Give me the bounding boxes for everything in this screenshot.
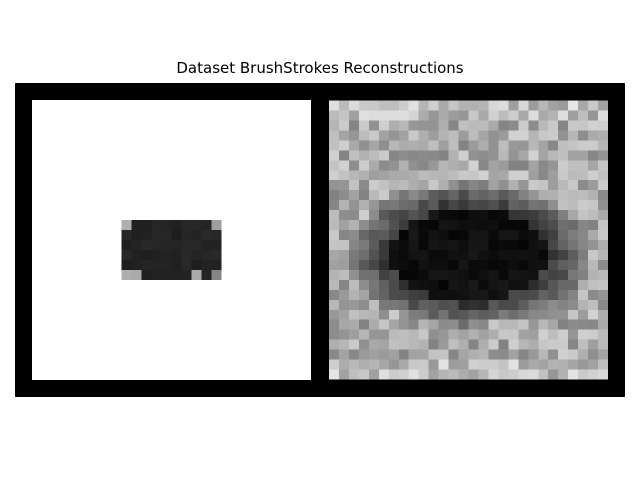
- reconstructed-brushstroke-image: [329, 100, 608, 380]
- original-brushstroke-image: [32, 100, 311, 380]
- reconstruction-image-panel: [329, 100, 608, 380]
- figure-title: Dataset BrushStrokes Reconstructions: [176, 59, 464, 77]
- original-image-panel: [32, 100, 311, 380]
